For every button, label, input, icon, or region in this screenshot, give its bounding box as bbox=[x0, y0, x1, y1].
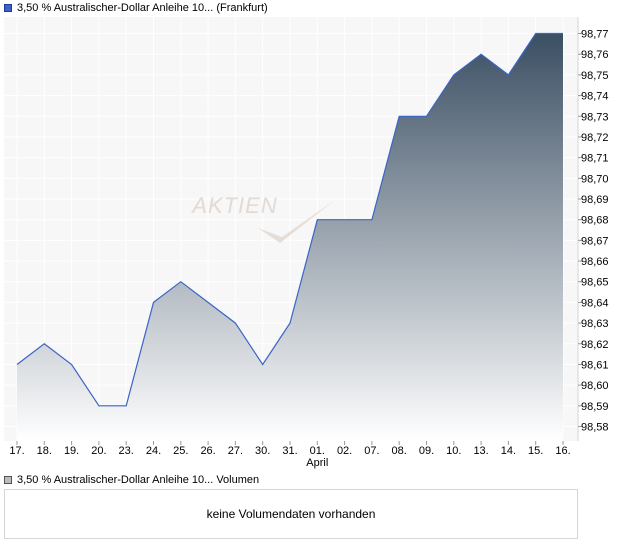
y-tick-label: 98,61 bbox=[581, 359, 609, 371]
price-chart: AKTIEN 98,5898,5998,6098,6198,6298,6398,… bbox=[9, 17, 609, 469]
x-tick-label: 09. bbox=[419, 445, 434, 457]
price-line bbox=[16, 32, 563, 407]
y-tick-label: 98,74 bbox=[581, 91, 609, 103]
y-tick-label: 98,65 bbox=[581, 277, 609, 289]
x-tick-label: 16. bbox=[555, 445, 570, 457]
x-tick-label: 18. bbox=[37, 445, 52, 457]
x-tick-label: 02. bbox=[337, 445, 352, 457]
watermark: AKTIEN bbox=[190, 193, 277, 218]
x-tick-label: 30. bbox=[255, 445, 270, 457]
price-series-swatch bbox=[4, 4, 12, 12]
x-tick-label: 08. bbox=[392, 445, 407, 457]
y-tick-label: 98,66 bbox=[581, 256, 609, 268]
price-area bbox=[17, 33, 563, 441]
y-tick-label: 98,70 bbox=[581, 173, 609, 185]
volume-legend: 3,50 % Australischer-Dollar Anleihe 10..… bbox=[4, 473, 259, 487]
x-tick-label: 10. bbox=[446, 445, 461, 457]
y-axis-ticks: 98,58 98,59 98,60 98,61 98,62 98,63 98,64 98,65… bbox=[578, 29, 609, 434]
x-tick-label: 25. bbox=[173, 445, 188, 457]
volume-series-swatch bbox=[4, 476, 12, 484]
x-tick-label: 19. bbox=[64, 445, 79, 457]
x-tick-label: 13. bbox=[473, 445, 488, 457]
x-tick-label: 31. bbox=[282, 445, 297, 457]
x-tick-label: 23. bbox=[119, 445, 134, 457]
y-tick-label: 98,68 bbox=[581, 215, 609, 227]
y-tick-label: 98,63 bbox=[581, 318, 609, 330]
x-tick-label: 26. bbox=[200, 445, 215, 457]
x-axis-month-label: April bbox=[306, 457, 328, 469]
x-axis-ticks: 17. 18. 19. 20. 23. 24. 25. 26. 27. 30. 31. 01.Apri… bbox=[9, 441, 571, 469]
y-tick-label: 98,67 bbox=[581, 235, 609, 247]
y-tick-label: 98,58 bbox=[581, 422, 609, 434]
volume-legend-label: 3,50 % Australischer-Dollar Anleihe 10..… bbox=[17, 474, 260, 486]
x-tick-label: 07. bbox=[364, 445, 379, 457]
y-tick-label: 98,72 bbox=[581, 132, 609, 144]
volume-empty-message: keine Volumendaten vorhanden bbox=[206, 507, 376, 521]
y-tick-label: 98,77 bbox=[581, 29, 609, 41]
y-tick-label: 98,76 bbox=[581, 49, 609, 61]
y-tick-label: 98,60 bbox=[581, 380, 609, 392]
x-tick-label: 14. bbox=[501, 445, 516, 457]
x-tick-label: 15. bbox=[528, 445, 543, 457]
y-tick-label: 98,71 bbox=[581, 153, 609, 165]
y-tick-label: 98,73 bbox=[581, 111, 609, 123]
x-tick-label: 01. bbox=[310, 445, 325, 457]
x-tick-label: 24. bbox=[146, 445, 161, 457]
y-tick-label: 98,69 bbox=[581, 194, 609, 206]
x-tick-label: 27. bbox=[228, 445, 243, 457]
price-legend-label: 3,50 % Australischer-Dollar Anleihe 10..… bbox=[17, 2, 268, 14]
x-tick-label: 17. bbox=[9, 445, 24, 457]
y-tick-label: 98,59 bbox=[581, 401, 609, 413]
x-tick-label: 20. bbox=[91, 445, 106, 457]
y-tick-label: 98,64 bbox=[581, 297, 609, 309]
y-tick-label: 98,75 bbox=[581, 70, 609, 82]
y-tick-label: 98,62 bbox=[581, 339, 609, 351]
volume-panel: keine Volumendaten vorhanden bbox=[4, 489, 578, 539]
price-legend: 3,50 % Australischer-Dollar Anleihe 10..… bbox=[4, 1, 268, 15]
